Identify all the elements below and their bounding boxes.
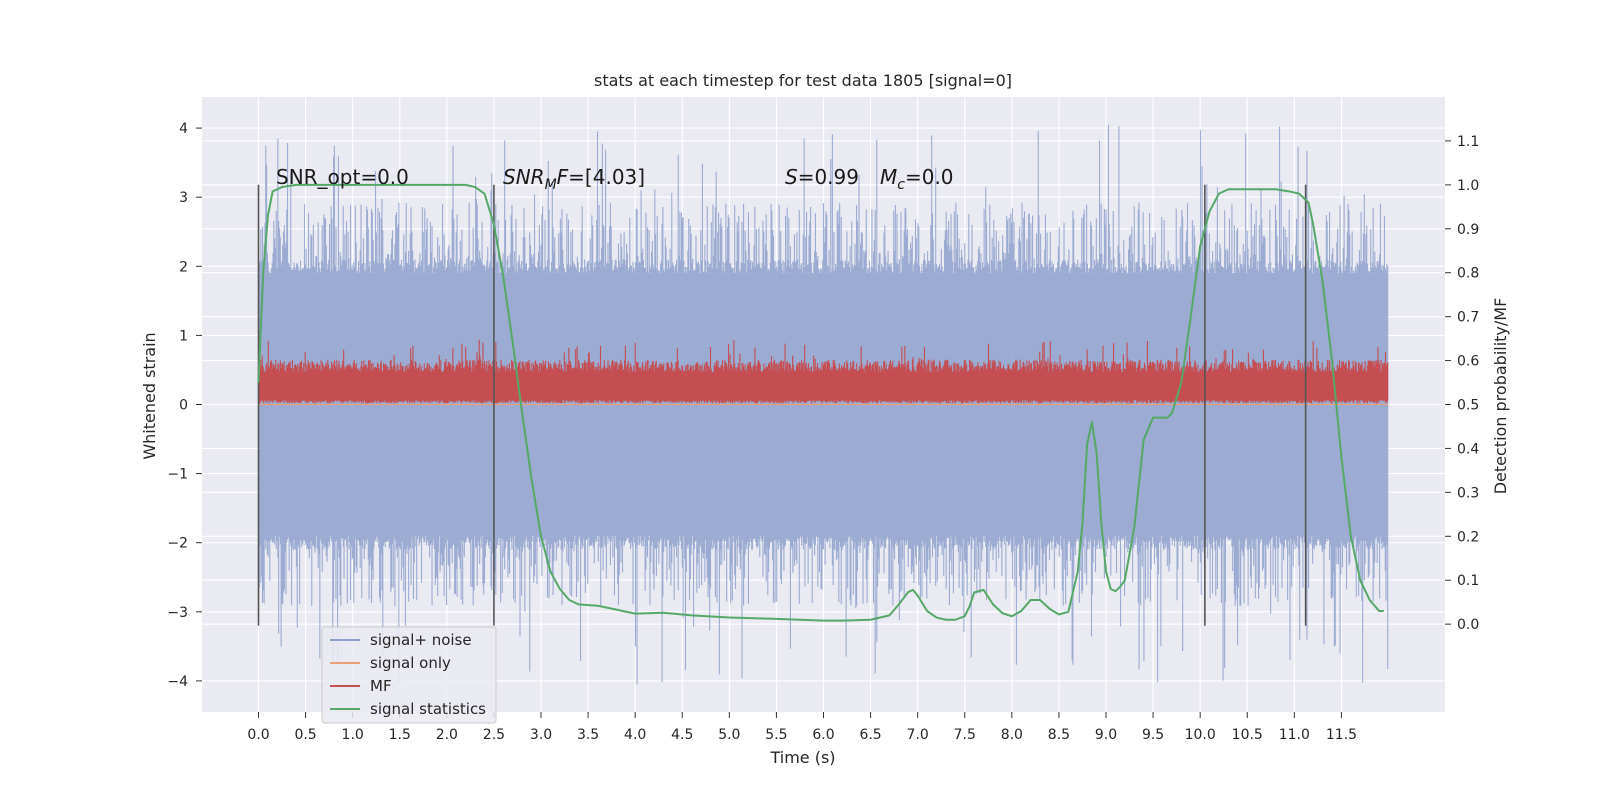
- y-right-tick-label: 0.7: [1457, 310, 1479, 326]
- x-tick-label: 10.0: [1185, 727, 1216, 743]
- chart-title: stats at each timestep for test data 180…: [594, 71, 1012, 90]
- annotation-s: S=0.99: [785, 165, 859, 189]
- y-right-tick-label: 0.6: [1457, 354, 1479, 370]
- y-left-tick-label: 2: [179, 259, 188, 275]
- x-tick-label: 5.0: [718, 727, 740, 743]
- x-tick-label: 2.5: [483, 727, 505, 743]
- x-tick-label: 10.5: [1232, 727, 1263, 743]
- y-left-tick-label: 0: [179, 398, 188, 414]
- y-right-tick-label: 0.0: [1457, 617, 1479, 633]
- y-right-tick-label: 0.4: [1457, 441, 1479, 457]
- y-left-axis-ticks: 4 3 2 1 0 −1 −2 −3 −4: [167, 121, 202, 690]
- annotation-snr-mf: SNRMF=[4.03]: [503, 165, 645, 193]
- y-left-tick-label: −4: [167, 674, 188, 690]
- y-left-tick-label: 3: [179, 190, 188, 206]
- x-tick-label: 9.0: [1095, 727, 1117, 743]
- x-tick-label: 9.5: [1142, 727, 1164, 743]
- x-tick-label: 6.5: [859, 727, 881, 743]
- y-left-axis-label: Whitened strain: [140, 332, 159, 459]
- series-signal-statistics: [257, 183, 1384, 622]
- y-left-tick-label: −2: [167, 536, 188, 552]
- x-tick-label: 3.5: [577, 727, 599, 743]
- y-right-tick-label: 0.3: [1457, 485, 1479, 501]
- y-right-tick-label: 1.0: [1457, 178, 1479, 194]
- x-tick-label: 7.5: [954, 727, 976, 743]
- legend-box: [321, 626, 497, 724]
- y-left-tick-label: −3: [167, 605, 188, 621]
- x-axis-label: Time (s): [769, 748, 835, 767]
- x-tick-label: 8.5: [1048, 727, 1070, 743]
- legend: signal+ noise signal only MF signal stat…: [321, 626, 497, 724]
- x-tick-label: 2.0: [436, 727, 458, 743]
- x-tick-label: 3.0: [530, 727, 552, 743]
- y-right-tick-label: 0.5: [1457, 398, 1479, 414]
- x-tick-label: 1.5: [389, 727, 411, 743]
- legend-label-signal-noise: signal+ noise: [370, 631, 472, 649]
- x-tick-label: 11.5: [1326, 727, 1357, 743]
- signal-statistics-line: [257, 183, 1384, 622]
- x-axis-ticks: 0.0 0.5 1.0 1.5 2.0 2.5 3.0 3.5 4.0 4.5 5.0 5.5 6.0 6…: [247, 712, 1357, 743]
- x-tick-label: 1.0: [342, 727, 364, 743]
- x-tick-label: 4.5: [671, 727, 693, 743]
- x-tick-label: 4.0: [624, 727, 646, 743]
- x-tick-label: 5.5: [765, 727, 787, 743]
- x-tick-label: 11.0: [1279, 727, 1310, 743]
- y-left-tick-label: 4: [179, 121, 188, 137]
- y-right-axis-label: Detection probability/MF: [1491, 298, 1510, 495]
- y-right-tick-label: 0.8: [1457, 266, 1479, 282]
- x-tick-label: 0.5: [294, 727, 316, 743]
- y-left-tick-label: −1: [167, 467, 188, 483]
- legend-label-mf: MF: [370, 677, 392, 695]
- x-tick-label: 0.0: [247, 727, 269, 743]
- vertical-lines: [257, 184, 1307, 626]
- y-right-tick-label: 0.9: [1457, 222, 1479, 238]
- y-right-tick-label: 0.1: [1457, 573, 1479, 589]
- x-tick-label: 6.0: [812, 727, 834, 743]
- x-tick-label: 8.0: [1001, 727, 1023, 743]
- y-right-axis-ticks: 1.1 1.0 0.9 0.8 0.7 0.6 0.5 0.4 0.3 0.2 0.1 0.0: [1445, 134, 1479, 633]
- x-tick-label: 7.0: [907, 727, 929, 743]
- y-left-tick-label: 1: [179, 328, 188, 344]
- legend-label-signal-only: signal only: [370, 654, 451, 672]
- annotation-snr-opt: SNR_opt=0.0: [276, 165, 409, 189]
- y-right-tick-label: 1.1: [1457, 134, 1479, 150]
- annotation-mc: Mc=0.0: [880, 165, 954, 193]
- legend-label-signal-statistics: signal statistics: [370, 700, 486, 718]
- y-right-tick-label: 0.2: [1457, 529, 1479, 545]
